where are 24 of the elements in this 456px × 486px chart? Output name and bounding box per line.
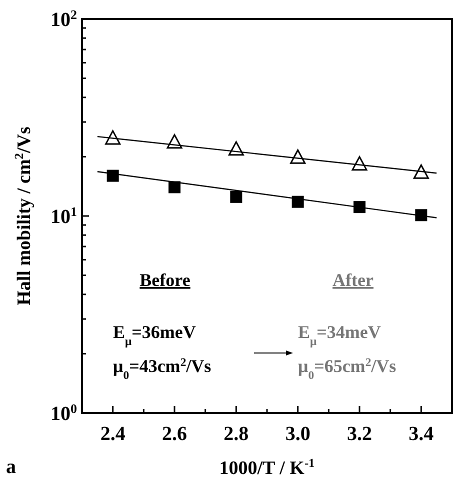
annotation: μ$_{0}$=65cm$^{2}$/Vs — [298, 356, 396, 382]
x-tick-label: 3.0 — [285, 423, 310, 445]
point — [292, 196, 304, 208]
x-tick-label: 3.2 — [347, 423, 372, 445]
point — [168, 181, 180, 194]
x-tick-label: 3.4 — [408, 423, 434, 445]
point — [354, 201, 366, 214]
x-axis-title: 1000/T / K$^{-1}$ — [219, 456, 315, 479]
point — [230, 190, 242, 203]
annotation: Before — [140, 270, 190, 290]
y-tick-label: 10$^{0}$ — [50, 400, 77, 425]
annotation: μ$_{0}$=43cm$^{2}$/Vs — [113, 356, 212, 382]
x-tick-label: 2.6 — [162, 423, 187, 445]
y-tick-label: 10$^{2}$ — [50, 6, 77, 31]
point — [415, 209, 428, 222]
x-tick-label: 2.4 — [100, 423, 126, 445]
point — [413, 164, 429, 179]
annotation: E$_{μ}$=34meV — [298, 322, 381, 348]
text: a — [6, 456, 16, 478]
annotation: After — [332, 270, 374, 290]
annotation: E$_{μ}$=36meV — [113, 322, 196, 348]
y-tick-label: 10$^{1}$ — [50, 204, 77, 228]
x-tick-label: 2.8 — [224, 423, 249, 445]
point — [106, 170, 119, 182]
